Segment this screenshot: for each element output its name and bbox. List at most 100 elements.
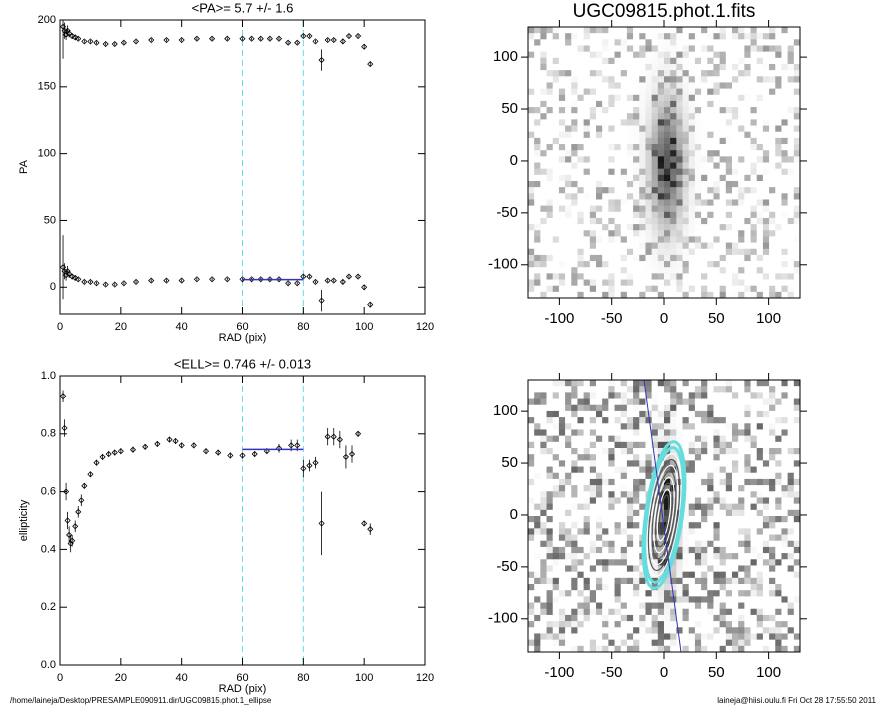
pixel: [744, 248, 752, 256]
pixel: [793, 516, 800, 523]
pixel: [626, 466, 634, 474]
pixel: [725, 596, 733, 604]
pixel: [565, 131, 572, 139]
pixel: [602, 230, 609, 237]
pixel: [725, 516, 733, 523]
pixel: [528, 39, 535, 46]
pixel: [577, 410, 585, 418]
pixel: [670, 224, 677, 231]
pixel: [577, 639, 585, 647]
pixel: [565, 285, 572, 293]
pixel: [670, 571, 677, 579]
pixel: [793, 230, 800, 237]
pixel: [713, 380, 721, 387]
pixel: [534, 614, 541, 622]
pixel: [534, 27, 541, 34]
pixel: [596, 156, 603, 163]
pixel: [540, 429, 548, 437]
pixel: [577, 423, 585, 430]
pixel: [552, 88, 560, 96]
pixel: [793, 503, 800, 511]
pixel: [670, 608, 677, 616]
pixel: [645, 435, 653, 443]
pixel: [596, 51, 603, 59]
pixel: [546, 27, 554, 34]
pixel: [558, 435, 566, 443]
pixel: [713, 559, 721, 566]
pixel: [775, 584, 782, 591]
pixel: [540, 639, 548, 647]
pixel: [657, 119, 665, 127]
pixel: [713, 174, 721, 182]
pixel: [614, 621, 622, 628]
pixel: [565, 224, 572, 231]
point: [61, 268, 68, 275]
pixel: [583, 137, 591, 145]
pixel: [614, 404, 622, 412]
pixel: [701, 267, 708, 274]
plot-area: [528, 380, 800, 652]
pixel: [651, 168, 659, 176]
pixel: [528, 522, 535, 529]
pixel: [670, 248, 677, 256]
pixel: [707, 454, 714, 461]
pixel: [571, 144, 578, 151]
pixel: [608, 540, 616, 548]
pixel: [713, 193, 721, 200]
pixel: [540, 386, 548, 393]
pixel: [744, 291, 752, 298]
pixel: [534, 627, 541, 634]
pixel: [756, 423, 764, 430]
pixel: [762, 553, 770, 560]
pixel: [756, 621, 764, 628]
pixel: [546, 267, 554, 274]
pixel: [694, 57, 702, 65]
pixel: [762, 168, 770, 176]
pixel: [534, 261, 541, 268]
pixel: [762, 57, 770, 65]
pixel: [682, 119, 690, 127]
pixel: [732, 386, 739, 393]
pixel: [725, 417, 733, 424]
pixel: [750, 645, 758, 652]
pixel: [651, 144, 659, 151]
pixel: [713, 39, 721, 46]
pixel: [602, 82, 609, 90]
pixel: [719, 540, 727, 548]
pixel: [620, 454, 628, 461]
pixel: [793, 565, 800, 573]
pixel: [688, 279, 696, 287]
pixel: [744, 423, 752, 430]
pixel: [645, 516, 653, 523]
pixel: [657, 230, 665, 237]
pixel: [546, 137, 554, 145]
pixel: [608, 485, 616, 492]
pixel: [701, 522, 708, 529]
pixel: [534, 199, 541, 207]
pixel: [602, 509, 609, 517]
pixel: [565, 404, 572, 412]
pixel: [565, 174, 572, 182]
pixel: [732, 254, 739, 262]
pixel: [713, 448, 721, 455]
contour: [651, 470, 677, 560]
pixel: [571, 88, 578, 96]
pixel: [546, 380, 554, 387]
pixel: [528, 602, 535, 610]
pixel: [701, 242, 708, 250]
pixel: [688, 621, 696, 628]
pixel: [725, 82, 733, 90]
x-tick-label: 0: [660, 310, 668, 327]
pixel: [725, 503, 733, 511]
pixel: [633, 380, 640, 387]
pixel: [626, 509, 634, 517]
pixel: [651, 63, 659, 71]
pixel: [713, 441, 721, 449]
pixel: [664, 100, 671, 108]
pixel: [738, 94, 745, 102]
pixel: [645, 429, 653, 437]
pixel: [633, 107, 640, 114]
pixel: [620, 51, 628, 59]
pixel: [626, 156, 634, 163]
pixel: [657, 608, 665, 616]
